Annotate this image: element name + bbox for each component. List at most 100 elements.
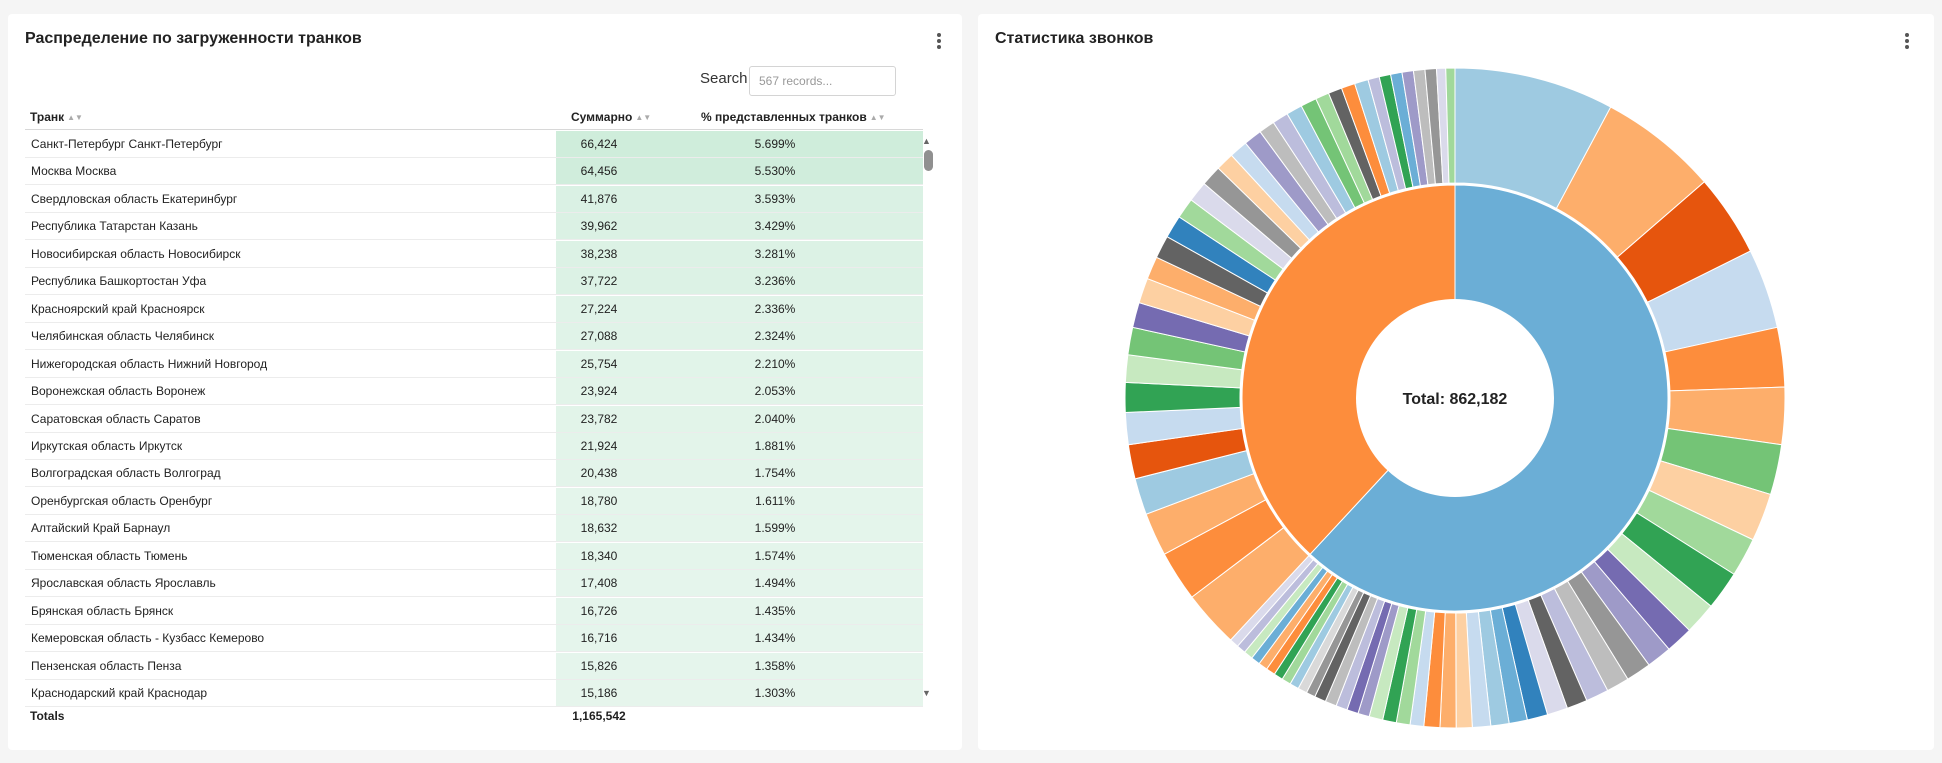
value-heat-fill	[556, 432, 923, 459]
trunk-name-cell: Саратовская область Саратов	[31, 411, 201, 426]
value-heat-fill	[556, 240, 923, 267]
percent-cell: 2.324%	[754, 329, 796, 344]
trunk-name-cell: Ярославская область Ярославль	[31, 576, 216, 591]
trunk-name-cell: Кемеровская область - Кузбасс Кемерово	[31, 631, 265, 646]
table-row[interactable]: Республика Татарстан Казань 39,962 3.429%	[25, 213, 923, 241]
value-heat-fill	[556, 323, 923, 350]
trunk-name-cell: Москва Москва	[31, 164, 117, 179]
table-row[interactable]: Тюменская область Тюмень 18,340 1.574%	[25, 542, 923, 570]
search-label: Search	[700, 70, 748, 87]
value-heat-fill	[556, 213, 923, 240]
table-row[interactable]: Брянская область Брянск 16,726 1.435%	[25, 597, 923, 625]
center-hole	[1356, 299, 1554, 497]
sum-cell: 18,780	[580, 493, 618, 508]
sum-cell: 15,186	[580, 686, 618, 700]
column-header-trunk[interactable]: Транк ▲▼	[30, 110, 83, 124]
value-heat-fill	[556, 268, 923, 295]
table-row[interactable]: Саратовская область Саратов 23,782 2.040%	[25, 405, 923, 433]
trunk-name-cell: Красноярский край Красноярск	[31, 301, 205, 316]
sum-cell: 37,722	[580, 274, 618, 289]
search-input[interactable]	[749, 66, 896, 96]
sort-icon[interactable]: ▲▼	[869, 113, 886, 122]
scrollbar-thumb[interactable]	[924, 150, 933, 171]
trunk-name-cell: Воронежская область Воронеж	[31, 384, 206, 399]
sum-cell: 16,716	[580, 631, 618, 646]
percent-cell: 1.754%	[754, 466, 796, 481]
sum-cell: 39,962	[580, 219, 618, 234]
table-row[interactable]: Нижегородская область Нижний Новгород 25,…	[25, 350, 923, 378]
percent-cell: 1.435%	[754, 603, 796, 618]
totals-label: Totals	[30, 709, 65, 723]
percent-cell: 1.611%	[755, 493, 795, 508]
percent-cell: 1.494%	[754, 576, 796, 591]
table-row[interactable]: Челябинская область Челябинск 27,088 2.324…	[25, 323, 923, 351]
column-header-label: Суммарно	[571, 110, 633, 124]
table-row[interactable]: Краснодарский край Краснодар 15,186 1.303%	[25, 680, 923, 707]
trunk-name-cell: Краснодарский край Краснодар	[31, 686, 208, 700]
table-row[interactable]: Санкт-Петербург Санкт-Петербург 66,424 5.6…	[25, 131, 923, 158]
sum-cell: 25,754	[580, 356, 618, 371]
table-row[interactable]: Воронежская область Воронеж 23,924 2.053%	[25, 378, 923, 406]
trunk-name-cell: Иркутская область Иркутск	[31, 438, 183, 453]
percent-cell: 3.429%	[754, 219, 796, 234]
trunk-name-cell: Свердловская область Екатеринбург	[31, 191, 238, 206]
value-heat-fill	[556, 542, 923, 569]
panel-title: Статистика звонков	[995, 30, 1154, 47]
trunk-name-cell: Волгоградская область Волгоград	[31, 466, 221, 481]
table-row[interactable]: Алтайский Край Барнаул 18,632 1.599%	[25, 515, 923, 543]
trunk-name-cell: Республика Татарстан Казань	[31, 219, 198, 234]
table-row[interactable]: Кемеровская область - Кузбасс Кемерово 16…	[25, 625, 923, 653]
scroll-up-icon[interactable]: ▲	[922, 136, 931, 146]
sum-cell: 23,782	[580, 411, 618, 426]
chart-total-label: Total: 862,182	[1403, 391, 1508, 408]
table-row[interactable]: Свердловская область Екатеринбург 41,876 3…	[25, 185, 923, 213]
trunk-name-cell: Новосибирская область Новосибирск	[31, 246, 241, 261]
sum-cell: 21,924	[580, 438, 618, 453]
table-row[interactable]: Ярославская область Ярославль 17,408 1.494…	[25, 570, 923, 598]
trunk-name-cell: Оренбургская область Оренбург	[31, 493, 213, 508]
trunk-name-cell: Нижегородская область Нижний Новгород	[31, 356, 268, 371]
column-header-percent[interactable]: % представленных транков ▲▼	[701, 110, 886, 124]
trunk-name-cell: Челябинская область Челябинск	[31, 329, 214, 344]
value-heat-fill	[556, 487, 923, 514]
value-heat-fill	[556, 378, 923, 405]
sum-cell: 15,826	[580, 658, 618, 673]
sum-cell: 17,408	[580, 576, 618, 591]
trunk-name-cell: Пензенская область Пенза	[31, 658, 182, 673]
scroll-down-icon[interactable]: ▼	[922, 688, 931, 698]
table-row[interactable]: Волгоградская область Волгоград 20,438 1.7…	[25, 460, 923, 488]
outer-ring-segment[interactable]	[1445, 67, 1456, 184]
percent-cell: 2.040%	[754, 411, 796, 426]
table-row[interactable]: Республика Башкортостан Уфа 37,722 3.236%	[25, 268, 923, 296]
more-options-icon[interactable]	[932, 32, 946, 52]
value-heat-fill	[556, 652, 923, 679]
percent-cell: 3.593%	[754, 191, 796, 206]
value-heat-fill	[556, 570, 923, 597]
percent-cell: 1.358%	[754, 658, 796, 673]
sort-icon[interactable]: ▲▼	[67, 113, 83, 122]
trunk-load-panel: Распределение по загруженности транков S…	[8, 14, 962, 750]
sum-cell: 38,238	[580, 246, 618, 261]
sum-cell: 27,224	[580, 301, 618, 316]
percent-cell: 3.281%	[754, 246, 796, 261]
more-options-icon[interactable]	[1900, 32, 1914, 52]
sum-cell: 66,424	[580, 137, 618, 151]
table-row[interactable]: Новосибирская область Новосибирск 38,238 3…	[25, 240, 923, 268]
percent-cell: 1.599%	[754, 521, 796, 536]
value-heat-fill	[556, 350, 923, 377]
value-heat-fill	[556, 680, 923, 706]
table-row[interactable]: Красноярский край Красноярск 27,224 2.336%	[25, 295, 923, 323]
sort-icon[interactable]: ▲▼	[635, 113, 652, 122]
sum-cell: 18,340	[580, 548, 618, 563]
call-stats-panel: Статистика звонков Total: 862,182	[978, 14, 1934, 750]
table-row[interactable]: Оренбургская область Оренбург 18,780 1.611…	[25, 487, 923, 515]
trunk-name-cell: Брянская область Брянск	[31, 603, 174, 618]
percent-cell: 5.699%	[754, 137, 796, 151]
table-row[interactable]: Иркутская область Иркутск 21,924 1.881%	[25, 432, 923, 460]
table-row[interactable]: Пензенская область Пенза 15,826 1.358%	[25, 652, 923, 680]
percent-cell: 1.434%	[754, 631, 796, 646]
column-header-sum[interactable]: Суммарно ▲▼	[571, 110, 651, 124]
table-row[interactable]: Москва Москва 64,456 5.530%	[25, 158, 923, 186]
column-header-label: Транк	[30, 110, 65, 124]
trunk-name-cell: Санкт-Петербург Санкт-Петербург	[31, 137, 223, 151]
